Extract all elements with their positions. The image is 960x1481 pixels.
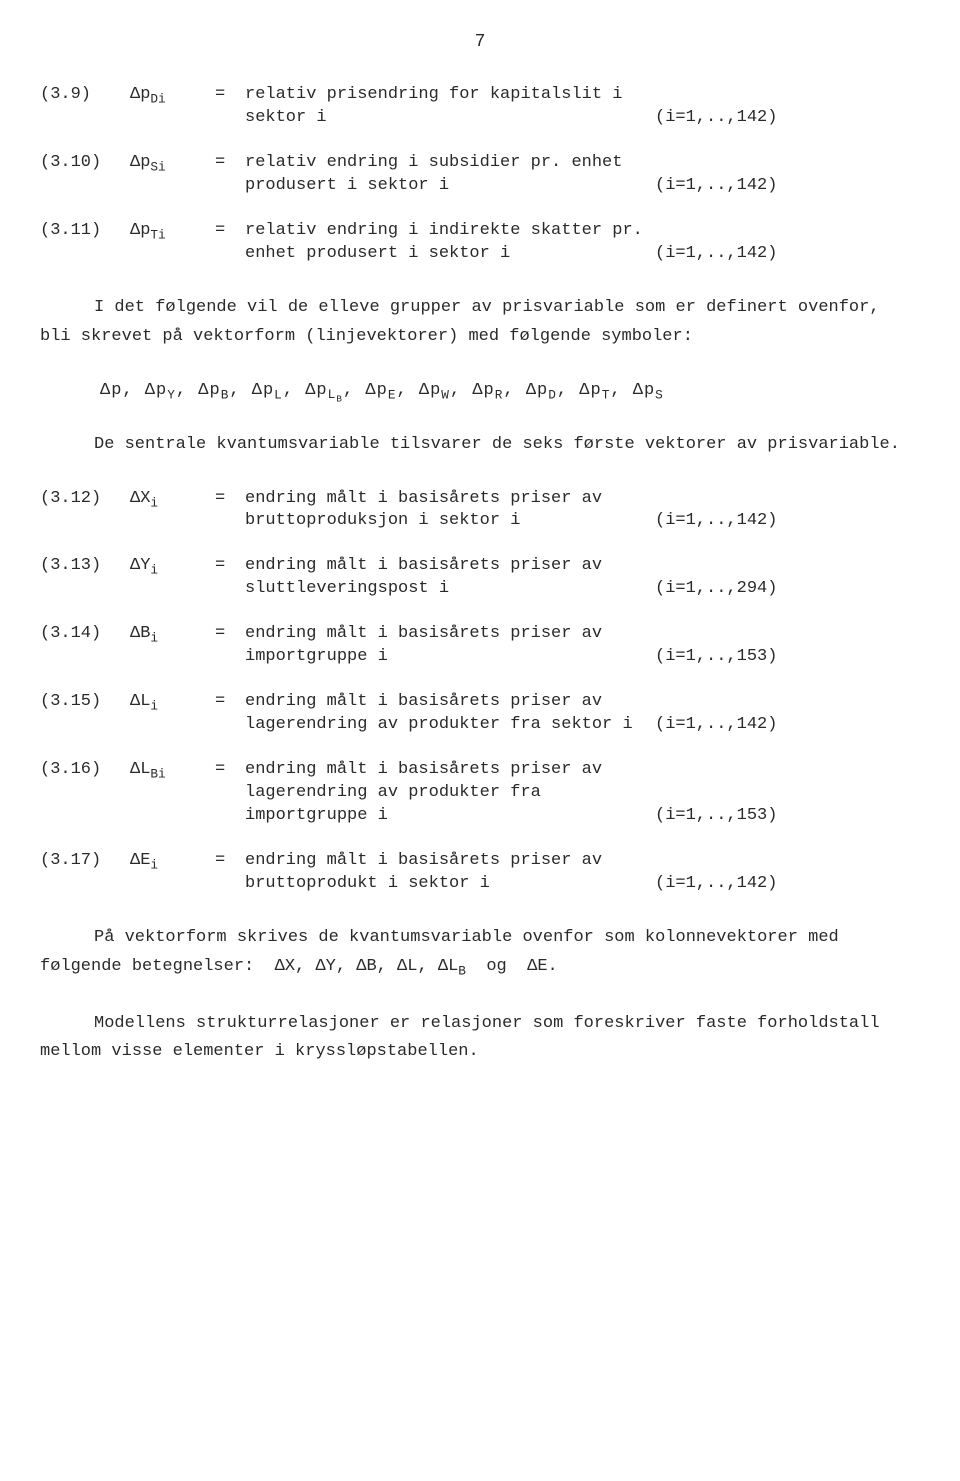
index-range: (i=1,..,142)	[655, 107, 835, 130]
equals-sign: =	[215, 759, 245, 782]
page: 7 (3.9)ΔpDi=relativ prisendring for kapi…	[0, 0, 960, 1135]
symbol: ΔLi	[130, 691, 215, 714]
equals-sign: =	[215, 220, 245, 243]
equation-number: (3.10)	[40, 152, 130, 175]
description: endring målt i basisårets priser av lage…	[245, 759, 655, 828]
symbol: ΔBi	[130, 623, 215, 646]
equals-sign: =	[215, 488, 245, 511]
definitions-top: (3.9)ΔpDi=relativ prisendring for kapita…	[40, 84, 920, 266]
symbol: ΔXi	[130, 488, 215, 511]
definition-row: (3.9)ΔpDi=relativ prisendring for kapita…	[40, 84, 920, 130]
index-range: (i=1,..,142)	[655, 510, 835, 533]
equation-number: (3.13)	[40, 555, 130, 578]
equation-number: (3.16)	[40, 759, 130, 782]
paragraph-vector-form: På vektorform skrives de kvantumsvariabl…	[40, 924, 920, 982]
description: endring målt i basisårets priser av impo…	[245, 623, 655, 669]
equals-sign: =	[215, 555, 245, 578]
definition-row: (3.17)ΔEi=endring målt i basisårets pris…	[40, 850, 920, 896]
definition-row: (3.10)ΔpSi=relativ endring i subsidier p…	[40, 152, 920, 198]
index-range: (i=1,..,294)	[655, 578, 835, 601]
definition-row: (3.11)ΔpTi=relativ endring i indirekte s…	[40, 220, 920, 266]
equation-number: (3.14)	[40, 623, 130, 646]
paragraph-structure: Modellens strukturrelasjoner er relasjon…	[40, 1010, 920, 1068]
equals-sign: =	[215, 691, 245, 714]
description: endring målt i basisårets priser av slut…	[245, 555, 655, 601]
description: endring målt i basisårets priser av brut…	[245, 850, 655, 896]
definition-row: (3.16)ΔLBi=endring målt i basisårets pri…	[40, 759, 920, 828]
index-range: (i=1,..,142)	[655, 873, 835, 896]
equals-sign: =	[215, 623, 245, 646]
definition-row: (3.14)ΔBi=endring målt i basisårets pris…	[40, 623, 920, 669]
index-range: (i=1,..,142)	[655, 175, 835, 198]
symbol: ΔpSi	[130, 152, 215, 175]
index-range: (i=1,..,153)	[655, 805, 835, 828]
page-number: 7	[40, 30, 920, 54]
symbol: ΔLBi	[130, 759, 215, 782]
description: relativ endring i indirekte skatter pr. …	[245, 220, 655, 266]
equals-sign: =	[215, 152, 245, 175]
paragraph-quant-intro: De sentrale kvantumsvariable tilsvarer d…	[40, 431, 920, 460]
symbol: ΔEi	[130, 850, 215, 873]
definition-row: (3.13)ΔYi=endring målt i basisårets pris…	[40, 555, 920, 601]
index-range: (i=1,..,142)	[655, 714, 835, 737]
symbol-list: Δp, ΔpY, ΔpB, ΔpL, ΔpLB, ΔpE, ΔpW, ΔpR, …	[100, 380, 920, 403]
symbol: ΔpTi	[130, 220, 215, 243]
index-range: (i=1,..,153)	[655, 646, 835, 669]
equals-sign: =	[215, 850, 245, 873]
definition-row: (3.15)ΔLi=endring målt i basisårets pris…	[40, 691, 920, 737]
description: relativ endring i subsidier pr. enhet pr…	[245, 152, 655, 198]
equation-number: (3.17)	[40, 850, 130, 873]
description: endring målt i basisårets priser av brut…	[245, 488, 655, 534]
definition-row: (3.12)ΔXi=endring målt i basisårets pris…	[40, 488, 920, 534]
equation-number: (3.9)	[40, 84, 130, 107]
index-range: (i=1,..,142)	[655, 243, 835, 266]
paragraph-intro-symbols: I det følgende vil de elleve grupper av …	[40, 294, 920, 352]
equation-number: (3.11)	[40, 220, 130, 243]
symbol: ΔYi	[130, 555, 215, 578]
description: endring målt i basisårets priser av lage…	[245, 691, 655, 737]
equation-number: (3.15)	[40, 691, 130, 714]
definitions-bottom: (3.12)ΔXi=endring målt i basisårets pris…	[40, 488, 920, 896]
symbol: ΔpDi	[130, 84, 215, 107]
equation-number: (3.12)	[40, 488, 130, 511]
description: relativ prisendring for kapitalslit i se…	[245, 84, 655, 130]
equals-sign: =	[215, 84, 245, 107]
